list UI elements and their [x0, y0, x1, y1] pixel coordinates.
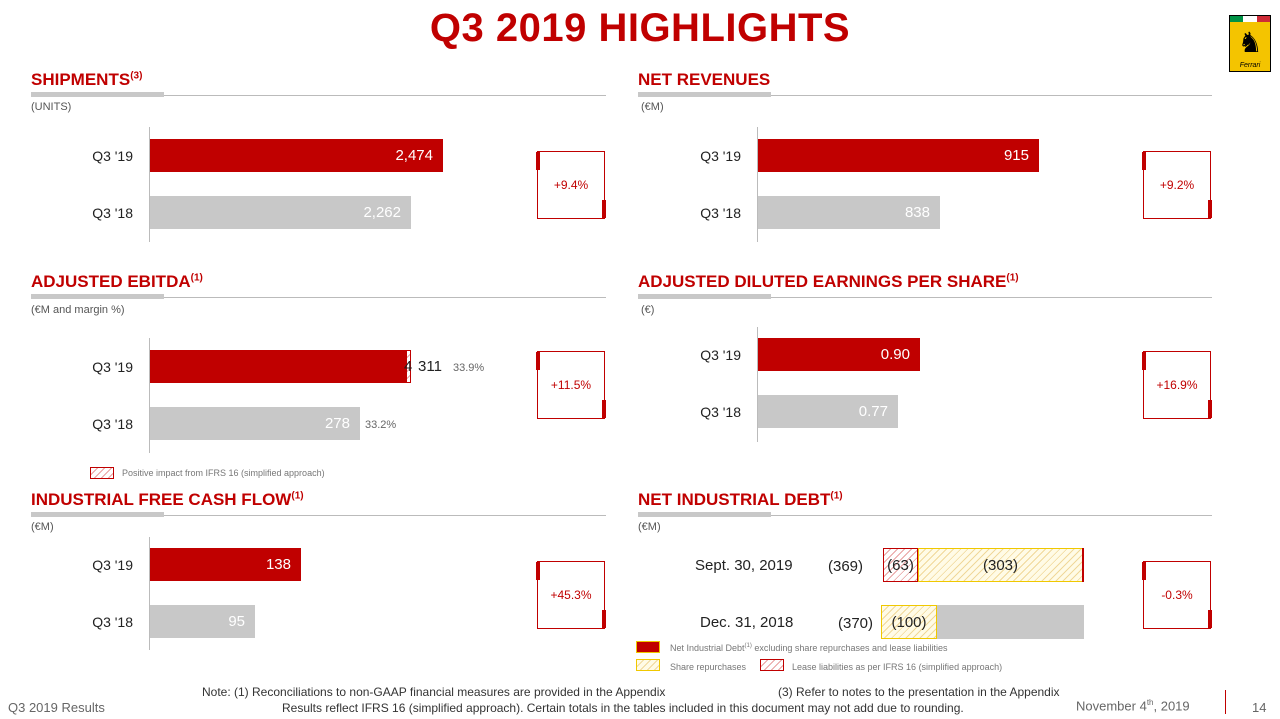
footer-note3: (3) Refer to notes to the presentation i… [778, 685, 1060, 699]
ferrari-logo: ♞ Ferrari [1229, 15, 1271, 72]
debt-legend-repurchase-swatch [636, 659, 660, 671]
debt-repurchase-segment-sep: (303) [918, 548, 1083, 582]
revenues-row-label: Q3 '18 [700, 205, 741, 221]
fcf-unit: (€M) [31, 521, 54, 533]
debt-row-label: Dec. 31, 2018 [700, 614, 794, 631]
ebitda-margin-q3-19: 33.9% [453, 362, 485, 374]
revenues-unit: (€M) [641, 101, 664, 113]
eps-row-label: Q3 '18 [700, 404, 741, 420]
ebitda-bar-q3-19 [150, 350, 406, 383]
fcf-bar-q3-18: 95 [150, 605, 255, 638]
revenues-row-label: Q3 '19 [700, 148, 741, 164]
fcf-delta-box: +45.3% [536, 561, 606, 629]
footer-note1: Note: (1) Reconciliations to non-GAAP fi… [202, 685, 666, 699]
fcf-row-label: Q3 '19 [92, 557, 133, 573]
debt-row-label: Sept. 30, 2019 [695, 557, 793, 574]
eps-panel: ADJUSTED DILUTED EARNINGS PER SHARE(1) [638, 272, 1212, 299]
fcf-panel: INDUSTRIAL FREE CASH FLOW(1) [31, 490, 606, 517]
debt-delta-box: -0.3% [1142, 561, 1212, 629]
revenues-bar-q3-18: 838 [758, 196, 940, 229]
debt-panel: NET INDUSTRIAL DEBT(1) [638, 490, 1212, 517]
debt-lease-segment: (63) [883, 548, 918, 582]
ebitda-delta-box: +11.5% [536, 351, 606, 419]
debt-unit: (€M) [638, 521, 661, 533]
debt-legend-net-swatch [636, 641, 660, 653]
debt-legend-lease-swatch [760, 659, 784, 671]
eps-row-label: Q3 '19 [700, 347, 741, 363]
debt-total-sep: (369) [828, 558, 864, 575]
revenues-bar-q3-19: 915 [758, 139, 1039, 172]
ebitda-title: ADJUSTED EBITDA(1) [31, 272, 203, 291]
footer-date: November 4th, 2019 [1076, 698, 1190, 714]
debt-repurchase-segment-dec: (100) [881, 605, 937, 639]
debt-net-segment-dec [937, 605, 1084, 639]
ebitda-ifrs-value: 4 [404, 358, 413, 375]
debt-legend-lease-text: Lease liabilities as per IFRS 16 (simpli… [792, 662, 1003, 672]
debt-legend-repurchase-text: Share repurchases [670, 662, 747, 672]
ebitda-ifrs-segment [406, 350, 411, 383]
shipments-panel: SHIPMENTS(3) [31, 70, 606, 97]
eps-unit: (€) [641, 304, 655, 316]
shipments-bar-q3-19: 2,474 [150, 139, 443, 172]
ebitda-bar-q3-18: 278 [150, 407, 360, 440]
ebitda-margin-q3-18: 33.2% [365, 419, 397, 431]
eps-bar-q3-18: 0.77 [758, 395, 898, 428]
eps-title: ADJUSTED DILUTED EARNINGS PER SHARE(1) [638, 272, 1019, 291]
shipments-bar-q3-18: 2,262 [150, 196, 411, 229]
revenues-title: NET REVENUES [638, 70, 771, 89]
ebitda-legend-text: Positive impact from IFRS 16 (simplified… [122, 468, 325, 478]
debt-legend-net-text: Net Industrial Debt(1) excluding share r… [670, 643, 948, 653]
revenues-delta-box: +9.2% [1142, 151, 1212, 219]
eps-bar-q3-19: 0.90 [758, 338, 920, 371]
page-number: 14 [1252, 700, 1267, 715]
fcf-row-label: Q3 '18 [92, 614, 133, 630]
footer-left: Q3 2019 Results [8, 700, 105, 715]
shipments-unit: (UNITS) [31, 101, 72, 113]
debt-title: NET INDUSTRIAL DEBT(1) [638, 490, 843, 509]
shipments-title: SHIPMENTS(3) [31, 70, 143, 89]
fcf-title: INDUSTRIAL FREE CASH FLOW(1) [31, 490, 304, 509]
debt-total-dec: (370) [838, 615, 874, 632]
eps-delta-box: +16.9% [1142, 351, 1212, 419]
fcf-bar-q3-19: 138 [150, 548, 301, 581]
shipments-row-label: Q3 '18 [92, 205, 133, 221]
ebitda-row-label: Q3 '19 [92, 359, 133, 375]
shipments-row-label: Q3 '19 [92, 148, 133, 164]
ebitda-row-label: Q3 '18 [92, 416, 133, 432]
prancing-horse-icon: ♞ [1237, 27, 1263, 58]
shipments-delta-box: +9.4% [536, 151, 606, 219]
ebitda-legend-swatch [90, 467, 114, 479]
logo-brand: Ferrari [1239, 62, 1261, 69]
ebitda-value-q3-19: 311 [418, 358, 442, 375]
revenues-panel: NET REVENUES [638, 70, 1212, 97]
page-title: Q3 2019 HIGHLIGHTS [429, 6, 851, 50]
ebitda-panel: ADJUSTED EBITDA(1) [31, 272, 606, 299]
ebitda-unit: (€M and margin %) [31, 304, 125, 316]
footer-note2: Results reflect IFRS 16 (simplified appr… [282, 701, 964, 715]
